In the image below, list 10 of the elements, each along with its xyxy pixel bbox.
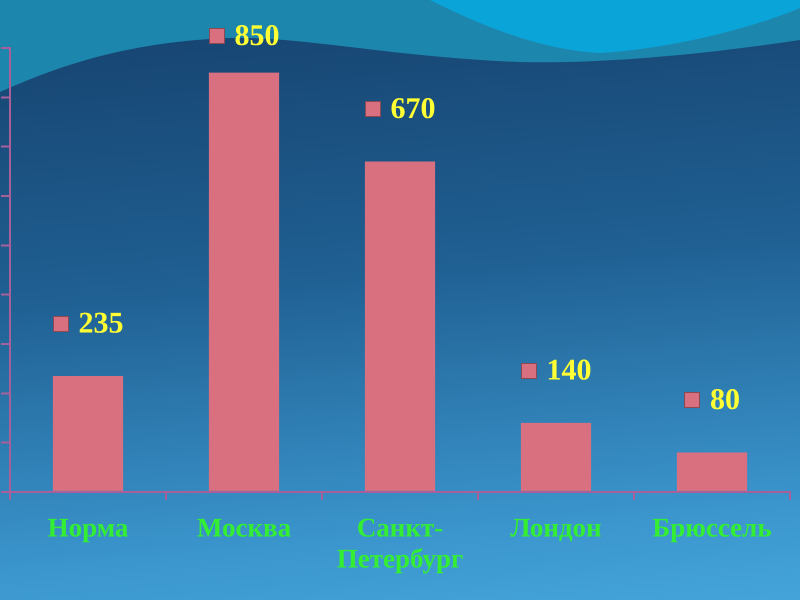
data-label: 235 xyxy=(78,306,124,340)
data-label: 140 xyxy=(546,354,592,387)
x-tick-label: Норма xyxy=(48,512,129,542)
x-tick-label: Москва xyxy=(196,512,292,542)
x-tick-label: Санкт-Петербург xyxy=(336,512,464,574)
data-label: 80 xyxy=(710,383,740,416)
data-label: 670 xyxy=(390,92,436,126)
x-tick-label: Лондон xyxy=(510,512,602,542)
data-label: 850 xyxy=(234,18,280,52)
x-tick-label: Брюссель xyxy=(652,512,772,542)
